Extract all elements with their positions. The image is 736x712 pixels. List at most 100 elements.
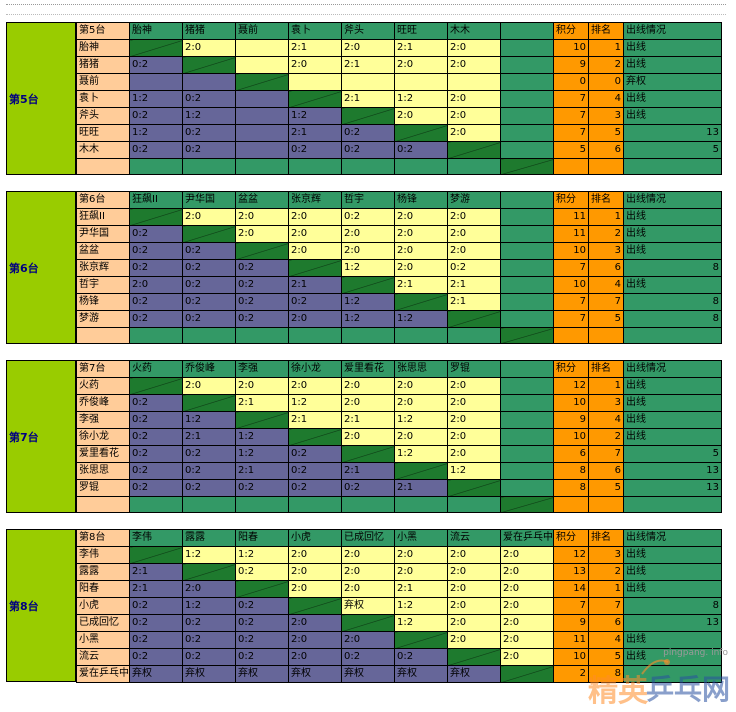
match-score-cell: 2:0 (288, 208, 342, 226)
table-row: 盆盆 0:2 0:2 2:0 2:0 2:0 2:0 10 3 出线 (76, 242, 722, 260)
status-cell (623, 327, 722, 344)
match-score-cell: 2:0 (500, 546, 554, 564)
player-column-header: 梦游 (447, 191, 501, 209)
match-score-cell: 0:2 (182, 90, 236, 108)
status-cell: 出线 (623, 411, 722, 429)
match-score-cell: 2:0 (341, 631, 395, 649)
rank-cell: 0 (588, 73, 624, 91)
status-cell: 8 (623, 259, 722, 277)
group-label: 第8台 (6, 529, 76, 682)
match-score-cell: 0:2 (129, 597, 183, 615)
points-cell: 7 (553, 310, 589, 328)
points-header: 积分 (553, 360, 589, 378)
empty-cell (500, 141, 554, 159)
status-cell: 出线 (623, 107, 722, 125)
table-row: 爱在乒乓中 弃权 弃权 弃权 弃权 弃权 弃权 弃权 2 8 (76, 665, 722, 683)
player-column-header: 聂前 (235, 22, 289, 40)
match-score-cell: 2:1 (341, 90, 395, 108)
match-score-cell: 2:0 (288, 225, 342, 243)
player-column-header: 李强 (235, 360, 289, 378)
points-cell: 8 (553, 479, 589, 497)
match-score-cell: 0:2 (288, 462, 342, 480)
match-score-cell: 0:2 (235, 563, 289, 581)
table-row: 斧头 0:2 1:2 1:2 2:0 2:0 7 3 出线 (76, 107, 722, 125)
rank-cell: 7 (588, 445, 624, 463)
player-name: 火药 (76, 377, 130, 395)
match-score-cell: 2:0 (394, 56, 448, 74)
empty-cell (288, 158, 342, 175)
match-score-cell (235, 124, 289, 142)
table-row: 张京辉 0:2 0:2 0:2 1:2 2:0 0:2 7 6 8 (76, 259, 722, 277)
table-row: 尹华国 0:2 2:0 2:0 2:0 2:0 2:0 11 2 出线 (76, 225, 722, 243)
empty-cell (500, 377, 554, 395)
table-row: 露露 2:1 0:2 2:0 2:0 2:0 2:0 2:0 13 2 出线 (76, 563, 722, 581)
rank-cell: 6 (588, 259, 624, 277)
player-column-header: 已成回忆 (341, 529, 395, 547)
table-row: 狂飙II 2:0 2:0 2:0 0:2 2:0 2:0 11 1 出线 (76, 208, 722, 226)
match-score-cell: 0:2 (235, 276, 289, 294)
match-score-cell: 2:0 (447, 614, 501, 632)
table-row (76, 158, 722, 175)
rank-cell: 2 (588, 563, 624, 581)
match-score-cell: 2:0 (447, 563, 501, 581)
match-score-cell (288, 73, 342, 91)
match-score-cell: 0:2 (129, 293, 183, 311)
points-cell: 12 (553, 546, 589, 564)
points-cell (553, 158, 589, 175)
status-cell: 8 (623, 293, 722, 311)
self-match-cell (341, 107, 395, 125)
empty-cell (394, 496, 448, 513)
match-score-cell: 0:2 (235, 631, 289, 649)
status-cell: 出线 (623, 225, 722, 243)
match-score-cell: 2:0 (394, 394, 448, 412)
rank-cell: 2 (588, 428, 624, 446)
match-score-cell: 0:2 (129, 141, 183, 159)
player-name: 梦游 (76, 310, 130, 328)
match-score-cell: 2:0 (447, 377, 501, 395)
status-cell: 出线 (623, 377, 722, 395)
self-match-cell (500, 158, 554, 175)
match-score-cell: 0:2 (235, 479, 289, 497)
self-match-cell (182, 225, 236, 243)
rank-cell: 6 (588, 614, 624, 632)
match-score-cell: 2:0 (447, 242, 501, 260)
match-score-cell: 0:2 (394, 648, 448, 666)
self-match-cell (447, 141, 501, 159)
match-score-cell: 2:0 (447, 225, 501, 243)
status-cell (623, 158, 722, 175)
self-match-cell (288, 259, 342, 277)
match-score-cell (235, 141, 289, 159)
status-cell: 8 (623, 310, 722, 328)
match-score-cell: 0:2 (341, 124, 395, 142)
points-cell: 7 (553, 597, 589, 615)
match-score-cell: 1:2 (288, 394, 342, 412)
empty-cell (182, 327, 236, 344)
points-cell: 9 (553, 56, 589, 74)
match-score-cell: 1:2 (288, 107, 342, 125)
status-header: 出线情况 (623, 529, 722, 547)
group-label-text: 第7台 (9, 430, 39, 444)
match-score-cell: 2:0 (341, 428, 395, 446)
player-column-header: 露露 (182, 529, 236, 547)
empty-cell (394, 327, 448, 344)
match-score-cell: 2:0 (394, 428, 448, 446)
match-score-cell: 0:2 (288, 293, 342, 311)
match-score-cell: 0:2 (129, 631, 183, 649)
table-row: 旺旺 1:2 0:2 2:1 0:2 2:0 7 5 13 (76, 124, 722, 142)
rank-cell: 1 (588, 208, 624, 226)
player-column-header: 爱里看花 (341, 360, 395, 378)
match-score-cell: 0:2 (129, 648, 183, 666)
match-score-cell: 2:0 (447, 428, 501, 446)
self-match-cell (129, 39, 183, 57)
empty-cell (394, 158, 448, 175)
match-score-cell: 0:2 (235, 310, 289, 328)
rank-cell: 1 (588, 580, 624, 598)
table-row: 小虎 0:2 1:2 0:2 弃权 1:2 2:0 2:0 7 7 8 (76, 597, 722, 615)
status-header: 出线情况 (623, 360, 722, 378)
player-name: 张思思 (76, 462, 130, 480)
table-row: 流云 0:2 0:2 0:2 2:0 0:2 0:2 2:0 10 5 出线 (76, 648, 722, 666)
empty-cell (129, 496, 183, 513)
empty-cell (341, 158, 395, 175)
player-name: 胎神 (76, 39, 130, 57)
status-cell: 出线 (623, 648, 722, 666)
